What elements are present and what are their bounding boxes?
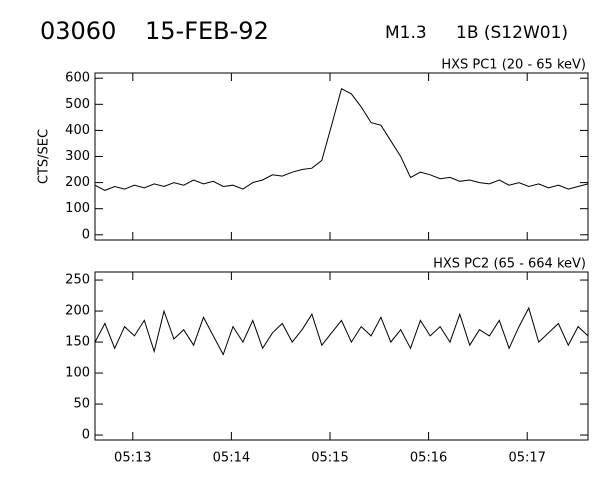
- y-tick-label: 0: [82, 227, 90, 242]
- x-tick-label: 05:14: [213, 451, 250, 466]
- y-tick-label: 200: [65, 304, 90, 319]
- y-tick-label: 200: [65, 175, 90, 190]
- x-tick-label: 05:17: [508, 451, 545, 466]
- event-number: 03060: [40, 17, 116, 45]
- plot-frame: [94, 271, 589, 441]
- x-tick-label: 05:15: [311, 451, 348, 466]
- data-line: [94, 87, 589, 191]
- flare-location: 1B (S12W01): [456, 23, 568, 43]
- x-tick-label: 05:13: [114, 451, 151, 466]
- y-tick-label: 500: [65, 97, 90, 112]
- panel-title: HXS PC1 (20 - 65 keV): [441, 58, 586, 73]
- y-tick-label: 300: [65, 149, 90, 164]
- y-tick-label: 100: [65, 366, 90, 381]
- y-tick-label: 100: [65, 201, 90, 216]
- event-date: 15-FEB-92: [145, 17, 269, 45]
- plot-frame: [94, 72, 589, 241]
- y-tick-label: 600: [65, 71, 90, 86]
- y-tick-label: 50: [73, 397, 90, 412]
- y-tick-label: 150: [65, 335, 90, 350]
- flare-class: M1.3: [385, 23, 427, 43]
- y-tick-label: 250: [65, 273, 90, 288]
- y-tick-label: 400: [65, 123, 90, 138]
- y-tick-label: 0: [82, 428, 90, 443]
- y-axis-label: CTS/SEC: [37, 129, 52, 184]
- data-line: [94, 306, 589, 356]
- x-tick-label: 05:16: [410, 451, 447, 466]
- panel-title: HXS PC2 (65 - 664 keV): [433, 257, 586, 272]
